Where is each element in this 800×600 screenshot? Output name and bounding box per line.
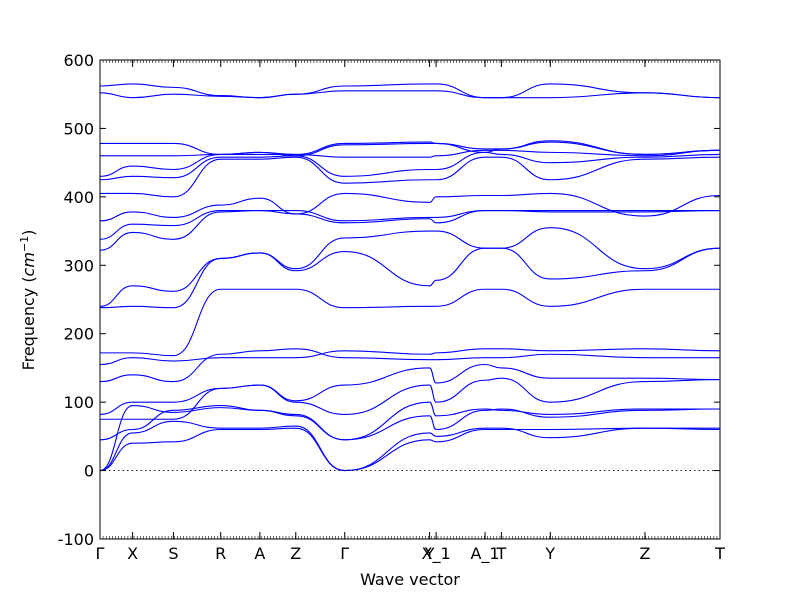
- y-tick-label: 400: [63, 188, 94, 207]
- band-2: [99, 420, 720, 472]
- band-17: [99, 149, 721, 177]
- x-axis-ticks: Γ X S R A Z Γ YX_1 A_1T Y Z T: [96, 60, 725, 564]
- y-tick-label: 300: [63, 256, 94, 275]
- y-axis-label-sup: −1: [18, 236, 31, 252]
- band-6: [99, 363, 721, 416]
- x-tick-label: X_1: [422, 544, 451, 564]
- x-tick-label: T: [714, 544, 725, 563]
- y-axis-ticks: -100 0 100 200 300 400 500 600: [58, 51, 720, 549]
- x-axis-label: Wave vector: [360, 570, 460, 589]
- band-4: [99, 401, 720, 441]
- x-tick-label: X: [127, 544, 138, 563]
- y-tick-label: 600: [63, 51, 94, 70]
- band-1: [99, 427, 721, 472]
- band-20: [99, 90, 721, 99]
- band-13: [99, 209, 720, 240]
- band-7: [99, 348, 720, 383]
- y-tick-label: 500: [63, 119, 94, 138]
- x-tick-label: A_1: [470, 544, 499, 564]
- band-8: [99, 348, 721, 366]
- x-tick-label: S: [168, 544, 178, 563]
- band-11: [99, 227, 721, 307]
- band-19: [100, 140, 721, 155]
- band-16: [99, 151, 721, 181]
- x-tick-label: Y: [424, 544, 435, 563]
- x-tick-label: R: [215, 544, 226, 563]
- band-3: [99, 405, 721, 472]
- x-tick-label: Y: [544, 544, 555, 563]
- y-tick-label: 200: [63, 325, 94, 344]
- y-axis-label: Frequency (cm−1): [18, 230, 38, 371]
- y-tick-label: 100: [63, 393, 94, 412]
- y-tick-label: -100: [58, 530, 94, 549]
- y-axis-label-main: Frequency (: [19, 276, 38, 370]
- band-9: [100, 288, 720, 357]
- band-15: [99, 156, 721, 198]
- band-lines: [99, 83, 721, 472]
- y-axis-label-close: ): [19, 230, 38, 236]
- plot-frame: [99, 59, 721, 540]
- x-minor-ticks: [99, 60, 721, 539]
- band-14: [99, 192, 721, 222]
- band-10: [99, 247, 721, 309]
- x-tick-label: Z: [290, 544, 301, 563]
- x-tick-label: A: [254, 544, 265, 563]
- x-tick-label: Γ: [96, 544, 105, 563]
- x-tick-label: Z: [639, 544, 650, 563]
- band-18: [100, 141, 721, 157]
- x-tick-label: T: [495, 544, 506, 563]
- band-12: [99, 209, 721, 251]
- band-21: [99, 83, 721, 99]
- y-tick-label: 0: [84, 462, 94, 481]
- x-tick-label: Γ: [340, 544, 349, 563]
- band-5: [99, 377, 721, 420]
- y-axis-label-unit: cm: [19, 252, 38, 276]
